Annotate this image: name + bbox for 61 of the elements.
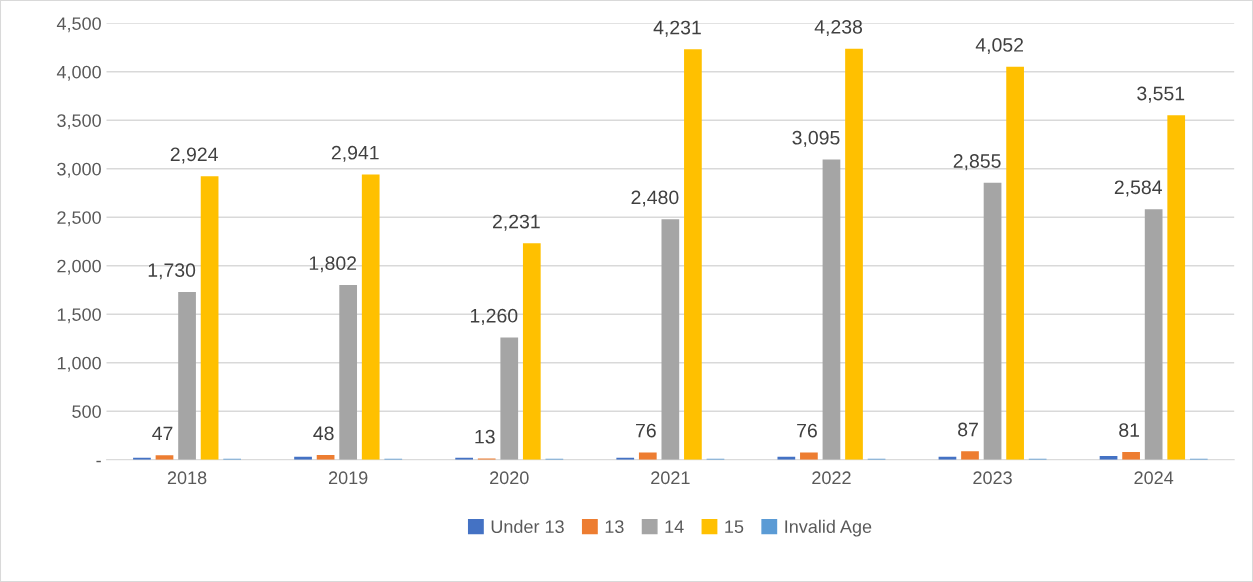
data-label: 4,231 <box>653 20 701 37</box>
legend-label: Invalid Age <box>785 519 872 537</box>
data-label: 1,730 <box>148 263 196 280</box>
bar <box>961 451 979 460</box>
y-tick-label: 500 <box>72 405 101 418</box>
data-label: 76 <box>797 423 817 438</box>
y-tick-label: 4,500 <box>56 17 101 33</box>
bar <box>500 337 519 460</box>
data-label: 2,231 <box>492 214 540 231</box>
x-tick-label: 2018 <box>167 471 207 485</box>
data-label: 47 <box>152 426 173 441</box>
x-tick-label: 2021 <box>651 471 690 485</box>
data-label: 87 <box>958 422 978 437</box>
x-tick-label: 2023 <box>973 471 1012 485</box>
y-tick-label: 4,000 <box>56 65 101 81</box>
data-label: 48 <box>313 426 334 441</box>
y-tick-label: 2,500 <box>57 211 101 227</box>
bar <box>522 243 541 460</box>
bar <box>200 176 219 460</box>
data-label: 76 <box>636 423 656 438</box>
bar <box>1144 209 1163 460</box>
bar <box>178 291 196 460</box>
data-label: 2,941 <box>331 145 379 162</box>
bar <box>1006 66 1024 460</box>
data-label: 13 <box>475 429 495 444</box>
y-tick-label: - <box>96 460 101 463</box>
data-label: 3,551 <box>1137 86 1185 103</box>
y-tick-label: 3,500 <box>57 114 101 130</box>
x-tick-label: 2019 <box>328 471 368 485</box>
y-tick-label: 3,000 <box>57 162 101 178</box>
data-label: 4,238 <box>814 19 863 37</box>
bar <box>822 159 841 460</box>
x-tick-label: 2024 <box>1134 471 1174 485</box>
bar <box>684 49 702 460</box>
data-label: 4,052 <box>975 38 1023 55</box>
data-label: 2,855 <box>953 154 1001 171</box>
y-tick-label: 2,000 <box>57 259 101 275</box>
bar <box>983 182 1002 460</box>
data-label: 81 <box>1119 423 1140 437</box>
bar <box>800 452 818 460</box>
legend-label: Under 13 <box>491 519 564 534</box>
legend-label: 13 <box>605 520 624 534</box>
data-label: 3,095 <box>792 130 840 147</box>
data-label: 2,584 <box>1114 180 1162 197</box>
data-label: 2,480 <box>631 190 679 207</box>
bar <box>361 174 380 460</box>
bar <box>845 48 863 460</box>
y-tick-label: 1,500 <box>57 308 101 324</box>
data-label: 1,802 <box>309 256 357 273</box>
legend-label: 14 <box>665 520 684 533</box>
data-label: 1,260 <box>470 308 518 325</box>
bar <box>339 284 358 460</box>
bar <box>661 219 680 460</box>
data-label: 2,924 <box>170 147 218 164</box>
y-tick-label: 1,000 <box>57 356 101 372</box>
bar <box>638 452 657 460</box>
x-tick-label: 2022 <box>812 471 851 485</box>
bar <box>1167 115 1186 460</box>
bar <box>1122 451 1140 460</box>
legend-label: 15 <box>725 520 744 534</box>
x-tick-label: 2020 <box>490 471 529 485</box>
